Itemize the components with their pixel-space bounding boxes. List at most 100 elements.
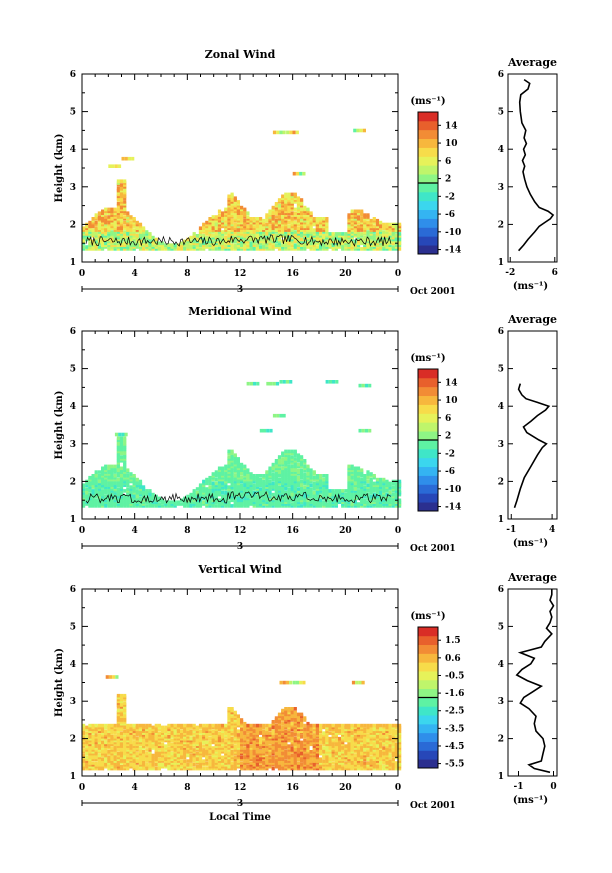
field-cell — [132, 237, 136, 242]
field-cell — [157, 757, 161, 761]
field-cell — [246, 472, 250, 476]
field-cell — [271, 759, 275, 763]
field-cell — [221, 504, 225, 508]
field-cell — [249, 381, 253, 386]
field-cell — [353, 468, 357, 472]
field-cell — [202, 735, 206, 739]
field-cell — [167, 761, 171, 765]
field-cell — [227, 757, 231, 761]
field-cell — [116, 491, 120, 495]
field-cell — [101, 470, 105, 474]
field-cell — [230, 710, 234, 715]
field-cell — [295, 171, 300, 176]
field-cell — [360, 224, 364, 229]
field-cell — [135, 239, 139, 244]
field-cell — [88, 755, 92, 760]
date-day-label: 3 — [237, 542, 243, 552]
field-cell — [303, 468, 307, 472]
field-cell — [205, 222, 209, 227]
field-cell — [186, 247, 190, 251]
colorbar-tick-label: 6 — [445, 157, 451, 167]
field-cell — [142, 239, 146, 244]
field-cell — [385, 239, 389, 244]
field-cell — [268, 475, 272, 480]
field-cell — [173, 766, 177, 771]
field-cell — [145, 247, 149, 251]
field-cell — [202, 481, 206, 486]
field-cell — [104, 746, 108, 750]
field-cell — [293, 213, 297, 217]
field-cell — [372, 500, 376, 504]
field-cell — [322, 218, 326, 223]
field-cell — [132, 247, 136, 251]
field-cell — [274, 224, 278, 229]
field-cell — [271, 462, 275, 467]
field-cell — [274, 498, 278, 503]
field-cell — [240, 466, 244, 471]
field-cell — [230, 459, 234, 463]
y-tick-label: 2 — [70, 477, 76, 487]
field-cell — [274, 496, 278, 501]
field-cell — [236, 247, 240, 251]
field-cell — [262, 755, 266, 760]
field-cell — [132, 220, 136, 225]
field-cell — [236, 759, 240, 763]
field-cell — [236, 234, 240, 238]
field-cell — [119, 498, 124, 503]
field-cell — [306, 491, 310, 495]
field-cell — [82, 753, 86, 758]
field-cell — [322, 491, 326, 495]
field-cell — [252, 220, 256, 225]
field-cell — [309, 472, 313, 476]
field-cell — [205, 243, 209, 247]
field-cell — [246, 759, 250, 763]
field-cell — [107, 742, 111, 747]
field-cell — [91, 735, 95, 739]
field-cell — [211, 759, 215, 763]
field-cell — [104, 487, 108, 491]
field-cell — [173, 757, 177, 761]
field-cell — [176, 247, 180, 251]
field-cell — [195, 735, 199, 739]
field-cell — [341, 498, 345, 503]
field-cell — [132, 494, 136, 499]
field-cell — [325, 220, 329, 225]
field-cell — [236, 230, 240, 234]
field-cell — [104, 731, 108, 735]
field-cell — [217, 213, 222, 217]
field-cell — [246, 498, 250, 503]
field-cell — [221, 213, 225, 217]
colorbar-tick-label: -2 — [445, 449, 455, 459]
field-cell — [211, 750, 215, 754]
field-cell — [246, 228, 250, 232]
field-cell — [315, 222, 319, 227]
field-cell — [123, 761, 127, 765]
field-cell — [319, 217, 323, 221]
field-cell — [277, 247, 282, 251]
field-cell — [161, 736, 165, 741]
field-cell — [262, 757, 266, 761]
field-cell — [240, 740, 244, 745]
field-cell — [290, 213, 294, 217]
field-cell — [319, 247, 323, 251]
field-cell — [202, 241, 206, 246]
field-cell — [315, 487, 319, 491]
field-cell — [240, 729, 244, 733]
field-cell — [319, 498, 323, 503]
field-cell — [309, 470, 313, 474]
field-cell — [110, 243, 114, 247]
field-cell — [271, 218, 275, 223]
field-cell — [240, 464, 244, 469]
field-cell — [375, 489, 380, 493]
field-cell — [82, 485, 86, 489]
field-cell — [101, 485, 105, 489]
field-cell — [138, 243, 143, 247]
field-cell — [236, 457, 240, 461]
field-cell — [255, 766, 259, 771]
field-cell — [94, 494, 98, 499]
field-cell — [372, 496, 376, 501]
y-tick-label: 5 — [70, 365, 76, 375]
field-cell — [202, 243, 206, 247]
field-cell — [369, 479, 373, 484]
field-cell — [293, 200, 297, 204]
